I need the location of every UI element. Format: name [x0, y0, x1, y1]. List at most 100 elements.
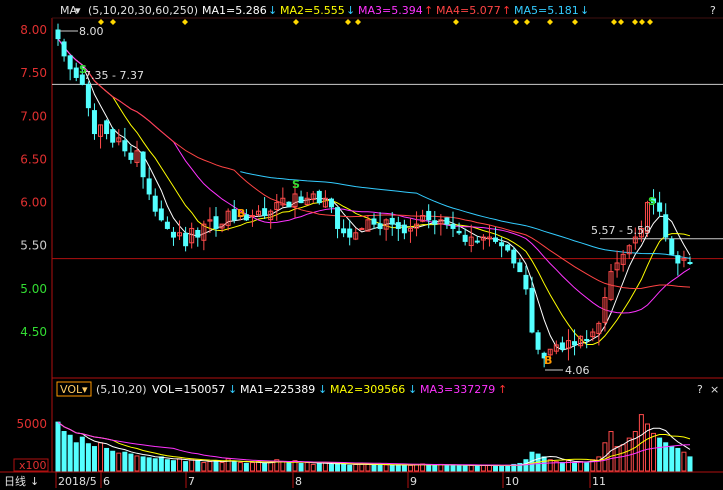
volume-bar: [669, 446, 675, 472]
price-tick-label: 7.50: [20, 66, 47, 80]
event-diamond[interactable]: [632, 19, 638, 25]
candle-body: [110, 129, 116, 143]
candle-body: [262, 208, 268, 217]
event-diamond[interactable]: [611, 19, 617, 25]
ma-line: [240, 171, 691, 259]
event-diamond[interactable]: [572, 19, 578, 25]
volume-bar: [432, 464, 438, 472]
volume-bar: [55, 421, 61, 472]
candle-body: [608, 271, 614, 300]
volume-bar: [304, 462, 310, 472]
ma1-arrow: ↓: [268, 4, 277, 17]
candle-body: [456, 230, 462, 234]
volume-bar: [444, 464, 450, 472]
candle-body: [486, 236, 492, 240]
candle-body: [298, 196, 304, 204]
volume-ma-line: [57, 421, 691, 466]
ma-indicator-name[interactable]: MA: [60, 4, 77, 17]
ma-dropdown-icon[interactable]: ▾: [75, 4, 81, 17]
volume-bars: [55, 414, 693, 472]
ma-help-icon[interactable]: ?: [710, 4, 716, 17]
candle-body: [395, 222, 401, 229]
ma5-arrow: ↓: [580, 4, 589, 17]
period-selector[interactable]: 日线: [4, 474, 26, 488]
sell-signal: S: [79, 63, 87, 76]
volume-bar: [262, 462, 268, 472]
month-labels: 2018/5 6 7 8 9 10 11: [55, 472, 606, 488]
candle-body: [243, 214, 249, 221]
candle-body: [347, 228, 353, 238]
event-diamond[interactable]: [110, 19, 116, 25]
candle-body: [195, 229, 201, 238]
candle-body: [164, 221, 170, 229]
volume-bar: [499, 465, 505, 472]
volume-bar: [268, 462, 274, 472]
candle-body: [280, 197, 286, 206]
event-diamond[interactable]: [547, 19, 553, 25]
volume-bar: [644, 423, 650, 472]
volume-bar: [280, 461, 286, 472]
volume-bar: [438, 463, 444, 472]
period-dropdown-icon[interactable]: ↓: [30, 475, 39, 488]
volume-bar: [620, 444, 626, 472]
event-diamond[interactable]: [293, 19, 299, 25]
volume-bar: [249, 462, 255, 472]
candle-body: [98, 124, 104, 137]
volume-bar: [657, 437, 663, 472]
vol-indicator-name[interactable]: VOL: [60, 383, 83, 396]
vol-ma2-arrow: ↓: [408, 383, 417, 396]
vol-selector[interactable]: [56, 381, 92, 397]
volume-bar: [572, 462, 578, 472]
candle-body: [553, 344, 559, 352]
volume-ma-line: [57, 421, 691, 466]
volume-bar: [122, 451, 128, 472]
event-diamond[interactable]: [639, 19, 645, 25]
event-diamond[interactable]: [98, 19, 104, 25]
volume-bar: [128, 453, 134, 472]
candle-body: [468, 236, 474, 247]
candle-body: [341, 228, 347, 234]
volume-bar: [201, 462, 207, 472]
candle-body: [353, 232, 359, 240]
month-label: 6: [103, 475, 110, 488]
volume-bar: [243, 462, 249, 472]
volume-bar: [687, 456, 693, 472]
level2-annotation: 5.57 - 5.59: [591, 224, 651, 237]
volume-ma-lines: [57, 421, 691, 466]
event-diamond[interactable]: [453, 19, 459, 25]
event-diamond[interactable]: [513, 19, 519, 25]
vol-value: VOL=150057: [152, 383, 225, 396]
event-diamond[interactable]: [524, 19, 530, 25]
price-tick-label: 6.00: [20, 196, 47, 210]
candle-body: [61, 41, 67, 57]
event-diamond[interactable]: [618, 19, 624, 25]
volume-bar: [602, 442, 608, 472]
candle-body: [67, 55, 73, 70]
candle-body: [292, 193, 298, 208]
month-label: 8: [295, 475, 302, 488]
candle-body: [632, 236, 638, 244]
volume-bar: [298, 462, 304, 472]
candle-body: [614, 262, 620, 271]
volume-bar: [152, 458, 158, 472]
event-diamond[interactable]: [355, 19, 361, 25]
volume-bar: [675, 447, 681, 472]
vol-dropdown-icon[interactable]: ▾: [82, 383, 88, 396]
candle-body: [237, 215, 243, 218]
ma2-arrow: ↓: [346, 4, 355, 17]
volume-bar: [274, 459, 280, 472]
event-diamond[interactable]: [647, 19, 653, 25]
vol-help-icon[interactable]: ?: [697, 383, 703, 396]
month-label: 7: [188, 475, 195, 488]
candle-body: [420, 215, 426, 222]
vol-close-icon[interactable]: ×: [710, 383, 719, 396]
volume-bar: [395, 463, 401, 472]
candle-body: [183, 232, 189, 247]
volume-bar: [517, 462, 523, 472]
volume-bar: [207, 461, 213, 472]
event-diamond[interactable]: [182, 19, 188, 25]
candle-body: [517, 262, 523, 273]
candle-body: [480, 236, 486, 241]
event-diamond[interactable]: [345, 19, 351, 25]
